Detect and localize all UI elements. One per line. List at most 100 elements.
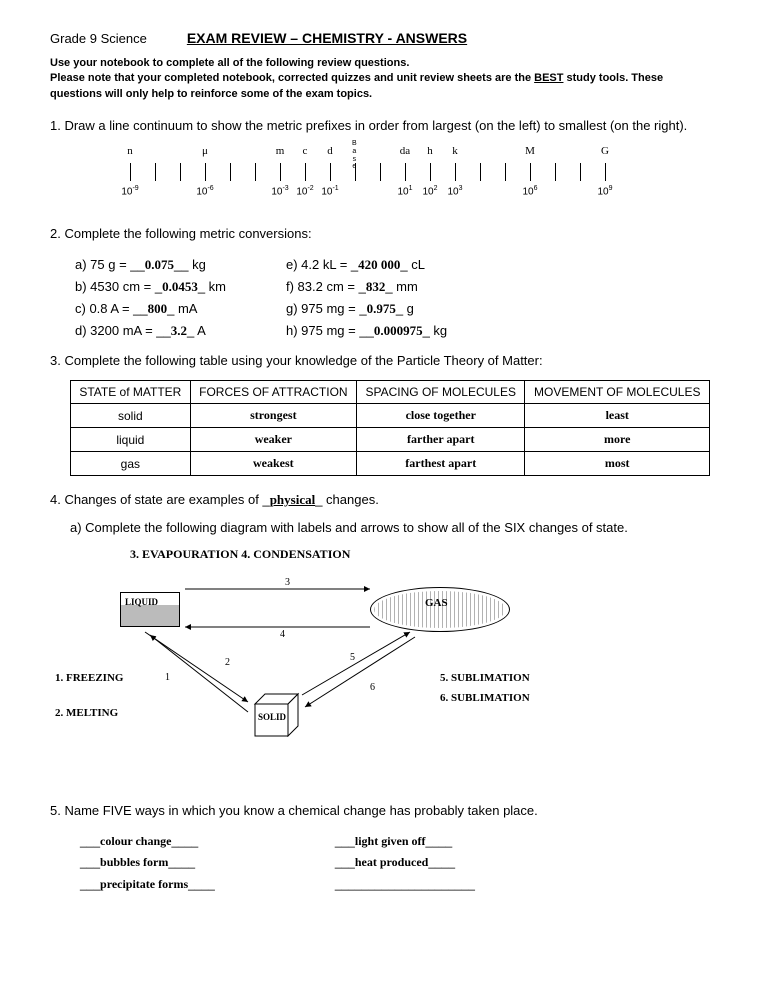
liquid-box: LIQUID (120, 592, 180, 627)
num-3: 3 (285, 577, 290, 588)
gas-label: GAS (425, 597, 448, 609)
tick (405, 163, 406, 181)
base-label: B a s e (352, 140, 357, 171)
q5-item: ___colour change____ (80, 831, 215, 853)
liquid-label: LIQUID (125, 597, 158, 607)
tick-value: 10-6 (196, 185, 213, 197)
tick-label: G (601, 145, 609, 157)
tick (130, 163, 131, 181)
conversion-row: d) 3200 mA = __3.2_ A (75, 320, 226, 342)
table-cell: least (525, 404, 710, 428)
tick-label: M (525, 145, 535, 157)
table-row: gasweakestfarthest apartmost (71, 452, 710, 476)
table-row: solidstrongestclose togetherleast (71, 404, 710, 428)
continuum-diagram: n10-9μ10-6m10-3c10-2d10-1B a s eda101h10… (90, 145, 690, 215)
instructions-line2a: Please note that your completed notebook… (50, 72, 534, 84)
grade-label: Grade 9 Science (50, 31, 147, 46)
tick (380, 163, 381, 181)
tick (530, 163, 531, 181)
q4-top-labels: 3. EVAPOURATION 4. CONDENSATION (130, 547, 718, 562)
tick (455, 163, 456, 181)
tick-value: 10-9 (121, 185, 138, 197)
instructions: Use your notebook to complete all of the… (50, 56, 718, 102)
conversion-row: h) 975 mg = __0.000975_ kg (286, 320, 447, 342)
tick-label: μ (202, 145, 208, 157)
table-cell: liquid (71, 428, 191, 452)
tick-label: d (327, 145, 333, 157)
q2-text: 2. Complete the following metric convers… (50, 225, 718, 243)
tick-label: da (400, 145, 410, 157)
tick (505, 163, 506, 181)
state-diagram: 3 LIQUID GAS SOLID 4 1 2 (70, 577, 718, 777)
tick (430, 163, 431, 181)
tick-label: k (452, 145, 458, 157)
tick (480, 163, 481, 181)
table-cell: close together (357, 404, 525, 428)
particle-table: STATE of MATTERFORCES OF ATTRACTIONSPACI… (70, 380, 710, 476)
instructions-line1: Use your notebook to complete all of the… (50, 57, 409, 69)
conversion-row: a) 75 g = __0.075__ kg (75, 254, 226, 276)
instructions-best: BEST (534, 72, 563, 84)
conversion-row: b) 4530 cm = _0.0453_ km (75, 276, 226, 298)
tick-value: 101 (397, 185, 412, 197)
q4-answer: physical (270, 492, 316, 507)
tick-label: c (303, 145, 308, 157)
page-title: EXAM REVIEW – CHEMISTRY - ANSWERS (187, 30, 467, 46)
q5-text: 5. Name FIVE ways in which you know a ch… (50, 802, 718, 820)
tick-value: 103 (447, 185, 462, 197)
q5-answers: ___colour change_______bubbles form_____… (80, 831, 718, 896)
table-header: SPACING OF MOLECULES (357, 381, 525, 404)
table-row: liquidweakerfarther apartmore (71, 428, 710, 452)
label-sublimation-6: 6. SUBLIMATION (440, 692, 530, 704)
q5-item: ___heat produced____ (335, 852, 475, 874)
tick (205, 163, 206, 181)
tick (305, 163, 306, 181)
tick-label: m (276, 145, 285, 157)
tick (280, 163, 281, 181)
tick-label: n (127, 145, 133, 157)
tick-value: 106 (522, 185, 537, 197)
table-header: FORCES OF ATTRACTION (190, 381, 356, 404)
tick-value: 109 (597, 185, 612, 197)
tick-label: h (427, 145, 433, 157)
conversion-row: f) 83.2 cm = _832_ mm (286, 276, 447, 298)
tick (605, 163, 606, 181)
q4-text: 4. Changes of state are examples of _phy… (50, 491, 718, 509)
table-header: STATE of MATTER (71, 381, 191, 404)
tick-value: 102 (422, 185, 437, 197)
num-4: 4 (280, 629, 285, 640)
label-freezing: 1. FREEZING (55, 672, 123, 684)
q2-answers: a) 75 g = __0.075__ kgb) 4530 cm = _0.04… (75, 254, 718, 342)
table-cell: more (525, 428, 710, 452)
num-5: 5 (350, 652, 355, 663)
solid-label: SOLID (258, 712, 286, 722)
tick (155, 163, 156, 181)
tick (230, 163, 231, 181)
tick (330, 163, 331, 181)
num-1: 1 (165, 672, 170, 683)
tick (180, 163, 181, 181)
tick (255, 163, 256, 181)
table-cell: farthest apart (357, 452, 525, 476)
num-6: 6 (370, 682, 375, 693)
tick-value: 10-2 (296, 185, 313, 197)
conversion-row: c) 0.8 A = __800_ mA (75, 298, 226, 320)
q5-item: ___light given off____ (335, 831, 475, 853)
q4-suffix: _ changes. (315, 492, 379, 507)
q1-text: 1. Draw a line continuum to show the met… (50, 117, 718, 135)
table-header: MOVEMENT OF MOLECULES (525, 381, 710, 404)
label-sublimation-5: 5. SUBLIMATION (440, 672, 530, 684)
q4-prefix: 4. Changes of state are examples of _ (50, 492, 270, 507)
q4a-text: a) Complete the following diagram with l… (70, 519, 718, 537)
num-2: 2 (225, 657, 230, 668)
tick-value: 10-3 (271, 185, 288, 197)
table-cell: strongest (190, 404, 356, 428)
table-cell: weaker (190, 428, 356, 452)
header: Grade 9 Science EXAM REVIEW – CHEMISTRY … (50, 30, 718, 46)
tick-value: 10-1 (321, 185, 338, 197)
label-melting: 2. MELTING (55, 707, 118, 719)
conversion-row: g) 975 mg = _0.975_ g (286, 298, 447, 320)
q5-item: ___bubbles form____ (80, 852, 215, 874)
q5-item: ___precipitate forms____ (80, 874, 215, 896)
table-cell: most (525, 452, 710, 476)
